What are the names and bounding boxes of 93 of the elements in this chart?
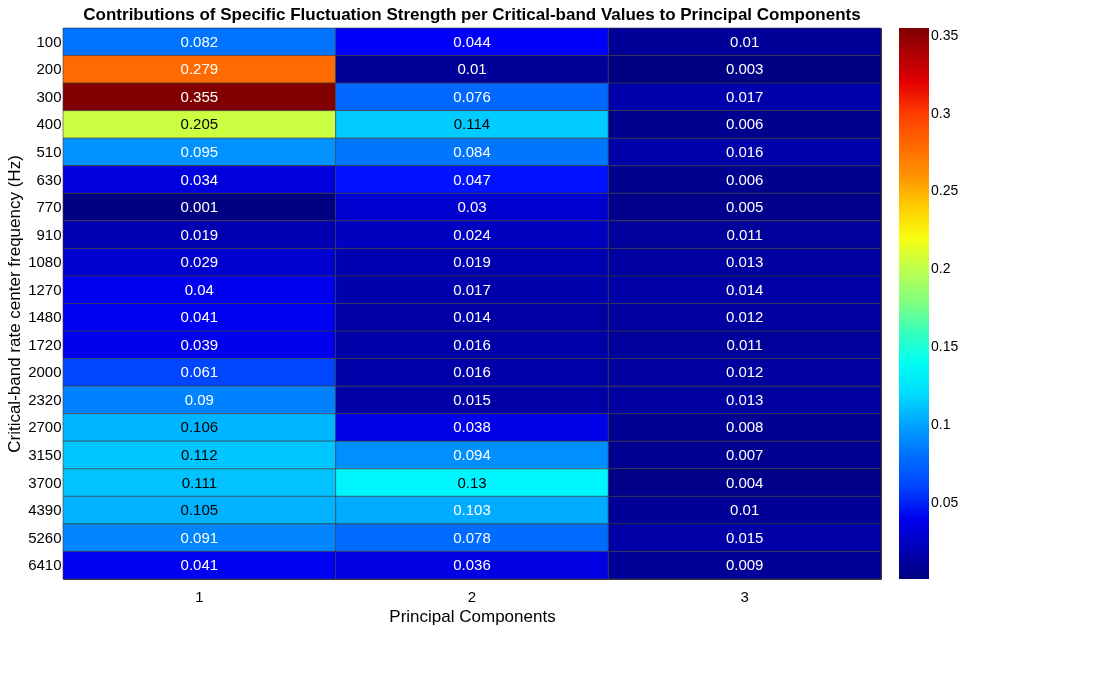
y-tick-label: 3700 bbox=[28, 473, 62, 491]
y-tick-label: 5260 bbox=[28, 528, 62, 546]
data-label: 0.082 bbox=[180, 32, 219, 50]
data-label: 0.014 bbox=[453, 308, 491, 326]
data-label: 0.078 bbox=[453, 528, 491, 546]
data-label: 0.01 bbox=[730, 501, 760, 519]
y-tick-label: 4390 bbox=[28, 501, 62, 519]
y-tick-label: 630 bbox=[36, 170, 62, 188]
data-label: 0.034 bbox=[180, 170, 219, 188]
data-label: 0.047 bbox=[453, 170, 491, 188]
data-label: 0.111 bbox=[181, 473, 217, 491]
data-label: 0.003 bbox=[725, 60, 764, 78]
data-label: 0.009 bbox=[725, 556, 764, 574]
color-bar-label: 0.05 bbox=[931, 493, 959, 510]
data-label: 0.001 bbox=[180, 198, 219, 216]
data-label: 0.015 bbox=[453, 390, 491, 408]
data-label: 0.279 bbox=[180, 60, 219, 78]
data-label: 0.019 bbox=[453, 253, 491, 271]
data-label: 0.01 bbox=[730, 32, 760, 50]
data-label: 0.044 bbox=[453, 32, 491, 50]
x-tick-label: 3 bbox=[740, 587, 749, 605]
data-label: 0.112 bbox=[181, 446, 218, 464]
data-label: 0.029 bbox=[180, 253, 219, 271]
data-label: 0.105 bbox=[180, 501, 219, 519]
data-label: 0.017 bbox=[453, 280, 491, 298]
data-label: 0.041 bbox=[180, 308, 219, 326]
data-label: 0.017 bbox=[725, 87, 764, 105]
data-label: 0.095 bbox=[180, 142, 219, 160]
data-label: 0.019 bbox=[180, 225, 219, 243]
y-tick-label: 400 bbox=[36, 115, 62, 133]
data-label: 0.016 bbox=[453, 363, 491, 381]
y-tick-label: 300 bbox=[36, 87, 62, 105]
data-label: 0.005 bbox=[725, 198, 764, 216]
data-label: 0.013 bbox=[725, 253, 764, 271]
data-label: 0.012 bbox=[725, 363, 764, 381]
data-label: 0.004 bbox=[725, 473, 764, 491]
y-tick-label: 3150 bbox=[28, 446, 62, 464]
y-tick-label: 6410 bbox=[28, 556, 62, 574]
data-label: 0.076 bbox=[453, 87, 491, 105]
color-bar-label: 0.35 bbox=[931, 26, 959, 43]
data-label: 0.03 bbox=[457, 198, 487, 216]
y-tick-label: 100 bbox=[36, 32, 62, 50]
data-label: 0.007 bbox=[725, 446, 764, 464]
x-axis-title: Principal Components bbox=[389, 606, 556, 626]
y-tick-label: 510 bbox=[36, 142, 62, 160]
data-label: 0.036 bbox=[453, 556, 491, 574]
data-label: 0.094 bbox=[453, 446, 491, 464]
data-label: 0.041 bbox=[180, 556, 219, 574]
y-tick-label: 200 bbox=[36, 60, 62, 78]
data-label: 0.013 bbox=[725, 390, 764, 408]
y-tick-label: 910 bbox=[36, 225, 62, 243]
data-label: 0.01 bbox=[457, 60, 487, 78]
data-label: 0.13 bbox=[457, 473, 487, 491]
y-tick-label: 1720 bbox=[28, 335, 62, 353]
data-label: 0.103 bbox=[453, 501, 491, 519]
y-tick-label: 2700 bbox=[28, 418, 62, 436]
x-tick-label: 2 bbox=[467, 587, 477, 605]
data-label: 0.355 bbox=[180, 87, 219, 105]
data-label: 0.039 bbox=[180, 335, 219, 353]
y-axis-title: Critical-band rate center frequency (Hz) bbox=[5, 155, 25, 453]
y-tick-label: 1080 bbox=[28, 253, 62, 271]
y-tick-label: 770 bbox=[36, 198, 62, 216]
data-label: 0.012 bbox=[725, 308, 764, 326]
color-bar-label: 0.15 bbox=[931, 338, 959, 355]
data-label: 0.006 bbox=[725, 170, 764, 188]
color-bar-label: 0.2 bbox=[931, 260, 951, 277]
color-bar-label: 0.25 bbox=[931, 182, 959, 199]
data-label: 0.114 bbox=[453, 115, 491, 133]
data-label: 0.04 bbox=[184, 280, 214, 298]
data-label: 0.205 bbox=[180, 115, 219, 133]
data-label: 0.008 bbox=[725, 418, 764, 436]
data-label: 0.106 bbox=[180, 418, 219, 436]
data-label: 0.09 bbox=[184, 390, 214, 408]
data-label: 0.038 bbox=[453, 418, 491, 436]
x-tick-label: 1 bbox=[195, 587, 204, 605]
data-label: 0.024 bbox=[453, 225, 491, 243]
data-label: 0.016 bbox=[725, 142, 764, 160]
color-bar-label: 0.3 bbox=[931, 104, 951, 121]
data-label: 0.016 bbox=[453, 335, 491, 353]
data-label: 0.091 bbox=[180, 528, 219, 546]
y-tick-label: 1270 bbox=[28, 280, 62, 298]
y-tick-label: 2000 bbox=[28, 363, 62, 381]
data-label: 0.014 bbox=[725, 280, 764, 298]
data-label: 0.006 bbox=[725, 115, 764, 133]
data-label: 0.011 bbox=[726, 335, 763, 353]
data-label: 0.061 bbox=[180, 363, 219, 381]
data-label: 0.011 bbox=[726, 225, 763, 243]
chart-title: Contributions of Specific Fluctuation Strength per Critical-band Values to Principal Components bbox=[83, 4, 861, 24]
data-label: 0.084 bbox=[453, 142, 491, 160]
y-tick-label: 2320 bbox=[28, 390, 62, 408]
data-label: 0.015 bbox=[725, 528, 764, 546]
y-tick-label: 1480 bbox=[28, 308, 62, 326]
color-bar-label: 0.1 bbox=[931, 415, 951, 432]
